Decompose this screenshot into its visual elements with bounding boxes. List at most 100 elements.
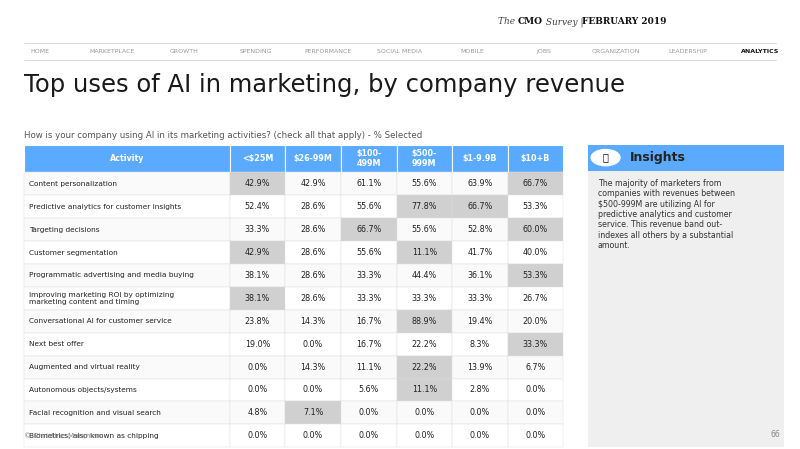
FancyBboxPatch shape	[286, 333, 341, 356]
Text: FEBRUARY 2019: FEBRUARY 2019	[582, 17, 667, 26]
FancyBboxPatch shape	[452, 424, 508, 447]
Text: $10+B: $10+B	[521, 154, 550, 163]
FancyBboxPatch shape	[397, 401, 452, 424]
Text: 42.9%: 42.9%	[245, 179, 270, 189]
Text: Next best offer: Next best offer	[29, 341, 84, 347]
Text: $1-9.9B: $1-9.9B	[462, 154, 497, 163]
Text: $100-
499M: $100- 499M	[356, 149, 382, 168]
Text: 13.9%: 13.9%	[467, 362, 493, 372]
FancyBboxPatch shape	[452, 310, 508, 333]
Text: 11.1%: 11.1%	[412, 248, 437, 257]
Text: Top uses of AI in marketing, by company revenue: Top uses of AI in marketing, by company …	[24, 73, 625, 97]
FancyBboxPatch shape	[230, 287, 286, 310]
FancyBboxPatch shape	[24, 379, 230, 401]
Text: 28.6%: 28.6%	[301, 248, 326, 257]
Text: PERFORMANCE: PERFORMANCE	[304, 48, 352, 54]
Text: 33.3%: 33.3%	[356, 294, 382, 303]
FancyBboxPatch shape	[508, 356, 563, 379]
Text: Conversational AI for customer service: Conversational AI for customer service	[29, 318, 171, 324]
Text: 36.1%: 36.1%	[467, 271, 493, 280]
FancyBboxPatch shape	[508, 424, 563, 447]
Text: 20.0%: 20.0%	[523, 317, 548, 326]
Text: 66: 66	[770, 430, 780, 439]
FancyBboxPatch shape	[341, 424, 397, 447]
Text: 23.8%: 23.8%	[245, 317, 270, 326]
Text: 55.6%: 55.6%	[356, 248, 382, 257]
FancyBboxPatch shape	[397, 424, 452, 447]
FancyBboxPatch shape	[24, 264, 230, 287]
Text: 44.4%: 44.4%	[412, 271, 437, 280]
FancyBboxPatch shape	[230, 145, 286, 172]
FancyBboxPatch shape	[508, 310, 563, 333]
Text: 0.0%: 0.0%	[303, 431, 323, 440]
FancyBboxPatch shape	[397, 333, 452, 356]
FancyBboxPatch shape	[230, 333, 286, 356]
Text: Targeting decisions: Targeting decisions	[29, 227, 99, 233]
Text: 0.0%: 0.0%	[358, 431, 379, 440]
Text: 14.3%: 14.3%	[301, 362, 326, 372]
Text: 88.9%: 88.9%	[412, 317, 437, 326]
FancyBboxPatch shape	[452, 287, 508, 310]
Text: © Christine Moorman: © Christine Moorman	[24, 433, 102, 439]
FancyBboxPatch shape	[286, 287, 341, 310]
FancyBboxPatch shape	[24, 172, 230, 195]
FancyBboxPatch shape	[230, 195, 286, 218]
FancyBboxPatch shape	[508, 333, 563, 356]
FancyBboxPatch shape	[588, 145, 784, 171]
Text: 41.7%: 41.7%	[467, 248, 493, 257]
Text: 77.8%: 77.8%	[411, 202, 437, 211]
Text: 8.3%: 8.3%	[470, 339, 490, 349]
Text: 55.6%: 55.6%	[411, 179, 437, 189]
Text: 53.3%: 53.3%	[523, 202, 548, 211]
FancyBboxPatch shape	[24, 310, 230, 333]
Text: 11.1%: 11.1%	[412, 385, 437, 395]
FancyBboxPatch shape	[286, 310, 341, 333]
FancyBboxPatch shape	[452, 195, 508, 218]
Text: 42.9%: 42.9%	[300, 179, 326, 189]
Text: 33.3%: 33.3%	[356, 271, 382, 280]
FancyBboxPatch shape	[452, 172, 508, 195]
Text: 60.0%: 60.0%	[523, 225, 548, 234]
FancyBboxPatch shape	[397, 195, 452, 218]
Text: Insights: Insights	[630, 151, 686, 164]
Text: CMO: CMO	[518, 17, 542, 26]
FancyBboxPatch shape	[286, 264, 341, 287]
FancyBboxPatch shape	[341, 195, 397, 218]
FancyBboxPatch shape	[341, 145, 397, 172]
FancyBboxPatch shape	[341, 172, 397, 195]
Text: 0.0%: 0.0%	[526, 431, 546, 440]
FancyBboxPatch shape	[341, 264, 397, 287]
FancyBboxPatch shape	[341, 333, 397, 356]
FancyBboxPatch shape	[24, 218, 230, 241]
FancyBboxPatch shape	[24, 356, 230, 379]
Text: 0.0%: 0.0%	[526, 408, 546, 418]
FancyBboxPatch shape	[24, 333, 230, 356]
Text: 0.0%: 0.0%	[470, 431, 490, 440]
Text: 66.7%: 66.7%	[356, 225, 382, 234]
Text: 6.7%: 6.7%	[526, 362, 546, 372]
Text: 14.3%: 14.3%	[301, 317, 326, 326]
Text: Activity: Activity	[110, 154, 144, 163]
Text: The: The	[498, 17, 518, 26]
FancyBboxPatch shape	[230, 218, 286, 241]
Text: MARKETPLACE: MARKETPLACE	[90, 48, 134, 54]
FancyBboxPatch shape	[230, 401, 286, 424]
Text: ANALYTICS: ANALYTICS	[741, 48, 779, 54]
Text: Predictive analytics for customer insights: Predictive analytics for customer insigh…	[29, 204, 181, 210]
Text: Autonomous objects/systems: Autonomous objects/systems	[29, 387, 137, 393]
FancyBboxPatch shape	[397, 287, 452, 310]
FancyBboxPatch shape	[508, 264, 563, 287]
FancyBboxPatch shape	[24, 145, 230, 172]
Text: 33.3%: 33.3%	[523, 339, 548, 349]
FancyBboxPatch shape	[341, 241, 397, 264]
Text: 19.0%: 19.0%	[245, 339, 270, 349]
FancyBboxPatch shape	[397, 241, 452, 264]
FancyBboxPatch shape	[452, 264, 508, 287]
FancyBboxPatch shape	[286, 218, 341, 241]
FancyBboxPatch shape	[341, 356, 397, 379]
FancyBboxPatch shape	[24, 195, 230, 218]
FancyBboxPatch shape	[286, 172, 341, 195]
FancyBboxPatch shape	[452, 241, 508, 264]
FancyBboxPatch shape	[230, 379, 286, 401]
Text: <$25M: <$25M	[242, 154, 274, 163]
